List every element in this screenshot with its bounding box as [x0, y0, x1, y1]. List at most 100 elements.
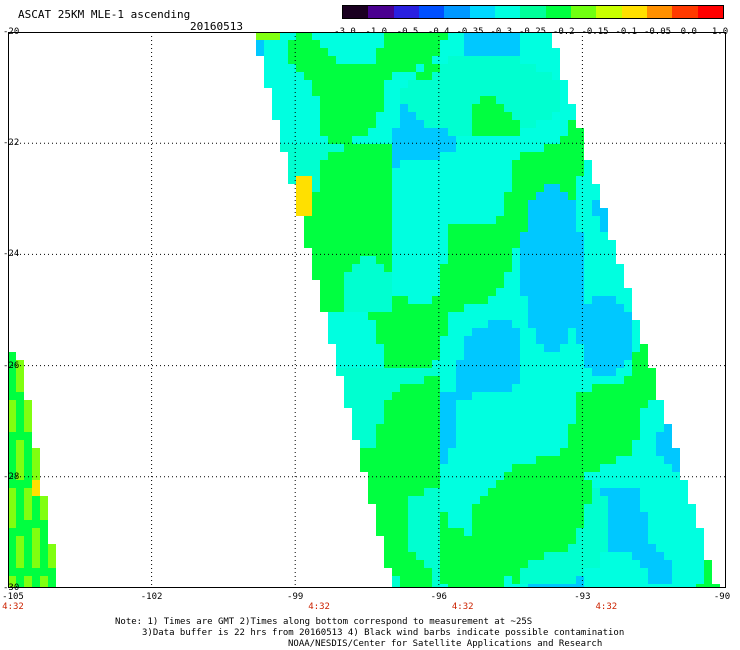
swath-cell	[536, 472, 544, 480]
swath-cell	[496, 176, 504, 184]
swath-cell	[480, 416, 488, 424]
swath-cell	[416, 144, 424, 152]
swath-cell	[488, 272, 496, 280]
swath-cell	[392, 32, 400, 40]
swath-cell	[280, 112, 288, 120]
swath-cell	[440, 568, 448, 576]
swath-cell	[640, 464, 648, 472]
swath-cell	[32, 512, 40, 520]
swath-cell	[408, 400, 416, 408]
swath-cell	[472, 472, 480, 480]
swath-cell	[336, 216, 344, 224]
swath-cell	[16, 560, 24, 568]
swath-cell	[536, 400, 544, 408]
swath-cell	[448, 520, 456, 528]
swath-cell	[616, 280, 624, 288]
swath-cell	[384, 408, 392, 416]
swath-cell	[624, 448, 632, 456]
swath-cell	[496, 232, 504, 240]
swath-cell	[456, 104, 464, 112]
swath-cell	[384, 440, 392, 448]
swath-cell	[576, 432, 584, 440]
swath-cell	[344, 120, 352, 128]
swath-cell	[544, 384, 552, 392]
swath-cell	[648, 472, 656, 480]
swath-cell	[632, 416, 640, 424]
swath-cell	[400, 336, 408, 344]
swath-cell	[352, 368, 360, 376]
swath-cell	[568, 360, 576, 368]
swath-cell	[568, 240, 576, 248]
swath-cell	[616, 400, 624, 408]
swath-cell	[632, 512, 640, 520]
swath-cell	[352, 40, 360, 48]
swath-cell	[504, 64, 512, 72]
swath-cell	[464, 208, 472, 216]
swath-cell	[488, 520, 496, 528]
swath-cell	[544, 56, 552, 64]
swath-cell	[504, 328, 512, 336]
swath-cell	[416, 128, 424, 136]
swath-cell	[504, 544, 512, 552]
swath-cell	[416, 304, 424, 312]
swath-cell	[464, 48, 472, 56]
swath-cell	[448, 576, 456, 584]
swath-cell	[664, 480, 672, 488]
swath-cell	[400, 32, 408, 40]
swath-cell	[592, 384, 600, 392]
swath-cell	[616, 376, 624, 384]
note-line-3: NOAA/NESDIS/Center for Satellite Applica…	[288, 639, 603, 649]
swath-cell	[288, 152, 296, 160]
swath-cell	[536, 144, 544, 152]
swath-cell	[424, 320, 432, 328]
swath-cell	[344, 176, 352, 184]
swath-cell	[568, 448, 576, 456]
swath-cell	[616, 296, 624, 304]
swath-cell	[352, 48, 360, 56]
swath-cell	[448, 136, 456, 144]
swath-cell	[616, 288, 624, 296]
swath-cell	[664, 528, 672, 536]
swath-cell	[472, 176, 480, 184]
swath-cell	[440, 208, 448, 216]
swath-cell	[592, 256, 600, 264]
swath-cell	[368, 392, 376, 400]
swath-cell	[424, 288, 432, 296]
swath-cell	[432, 448, 440, 456]
swath-cell	[656, 568, 664, 576]
swath-cell	[512, 576, 520, 584]
swath-cell	[624, 424, 632, 432]
swath-cell	[568, 336, 576, 344]
swath-cell	[544, 480, 552, 488]
swath-cell	[632, 360, 640, 368]
swath-cell	[528, 168, 536, 176]
swath-cell	[568, 520, 576, 528]
swath-cell	[400, 440, 408, 448]
swath-cell	[440, 392, 448, 400]
swath-cell	[312, 96, 320, 104]
swath-cell	[600, 400, 608, 408]
swath-cell	[256, 48, 264, 56]
swath-cell	[472, 232, 480, 240]
swath-cell	[472, 152, 480, 160]
swath-cell	[280, 80, 288, 88]
swath-cell	[344, 136, 352, 144]
swath-cell	[432, 456, 440, 464]
swath-cell	[352, 208, 360, 216]
swath-cell	[424, 480, 432, 488]
swath-cell	[408, 296, 416, 304]
swath-cell	[648, 584, 656, 588]
swath-cell	[48, 576, 56, 584]
swath-cell	[504, 176, 512, 184]
swath-cell	[440, 152, 448, 160]
swath-cell	[376, 128, 384, 136]
swath-cell	[584, 568, 592, 576]
swath-cell	[456, 392, 464, 400]
colorbar-segment	[697, 6, 723, 18]
swath-cell	[336, 296, 344, 304]
swath-cell	[280, 40, 288, 48]
swath-cell	[632, 576, 640, 584]
swath-cell	[520, 200, 528, 208]
swath-cell	[480, 56, 488, 64]
swath-cell	[384, 496, 392, 504]
